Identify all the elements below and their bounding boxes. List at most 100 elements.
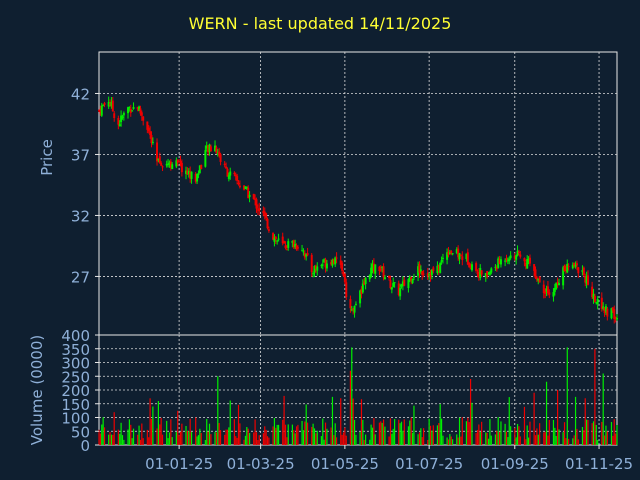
price-candles: [98, 96, 618, 324]
candle-body: [544, 290, 547, 294]
candle-body: [127, 107, 130, 114]
volume-bars: [98, 347, 618, 445]
candle-body: [98, 110, 100, 112]
candle-body: [320, 265, 323, 267]
candle-body: [441, 257, 444, 259]
candle-body: [109, 103, 112, 105]
candle-body: [417, 266, 420, 276]
candle-body: [100, 105, 103, 116]
candle-body: [102, 105, 105, 107]
candle-body: [567, 266, 570, 268]
candle-body: [179, 160, 182, 165]
candle-body: [233, 172, 236, 175]
candle-body: [283, 240, 286, 244]
candle-body: [334, 257, 337, 265]
volume-tick-label: 0: [80, 437, 90, 455]
candle-body: [401, 281, 404, 287]
candle-body: [390, 287, 393, 290]
candle-body: [185, 170, 188, 174]
candle-body: [383, 277, 386, 280]
candle-body: [592, 293, 595, 299]
candle-body: [400, 284, 403, 287]
candle-body: [273, 237, 276, 242]
candle-body: [446, 252, 449, 260]
price-tick-label: 32: [71, 207, 90, 225]
candle-body: [422, 273, 425, 275]
candle-body: [436, 265, 439, 273]
volume-tick-label: 150: [61, 396, 90, 414]
candle-body: [216, 153, 219, 155]
candle-body: [345, 282, 348, 298]
candle-body: [537, 278, 540, 281]
candle-body: [432, 267, 435, 271]
candle-body: [447, 251, 450, 256]
candle-body: [175, 160, 178, 167]
candle-body: [575, 263, 578, 266]
candle-body: [516, 250, 519, 256]
candle-body: [139, 108, 142, 114]
candle-body: [343, 273, 346, 283]
candle-body: [341, 262, 344, 271]
candle-body: [209, 146, 212, 152]
candle-body: [418, 263, 421, 273]
volume-tick-label: 250: [61, 368, 90, 386]
candle-body: [330, 262, 333, 265]
volume-tick-label: 200: [61, 382, 90, 400]
candle-body: [428, 273, 431, 276]
candle-body: [600, 297, 603, 309]
candle-body: [509, 255, 512, 259]
candle-body: [533, 264, 536, 271]
candle-body: [451, 253, 454, 255]
candle-body: [156, 142, 159, 162]
candle-body: [151, 141, 154, 143]
candle-body: [448, 253, 451, 255]
candle-body: [287, 241, 290, 248]
candle-body: [419, 269, 422, 272]
candle-body: [310, 254, 313, 273]
candle-body: [603, 307, 606, 314]
candle-body: [393, 282, 396, 284]
candle-body: [429, 274, 432, 277]
candle-body: [360, 288, 363, 294]
candle-body: [196, 173, 199, 182]
candle-body: [237, 182, 240, 185]
candle-body: [566, 263, 569, 273]
candle-body: [581, 270, 584, 273]
grid-lines: [99, 52, 617, 445]
candle-body: [523, 258, 526, 262]
candle-body: [616, 317, 618, 320]
candle-body: [411, 279, 414, 284]
candle-body: [305, 253, 308, 257]
candle-body: [208, 144, 211, 152]
candle-body: [198, 165, 201, 174]
candle-body: [412, 276, 415, 278]
candle-body: [207, 145, 210, 153]
candle-body: [476, 273, 479, 275]
candle-body: [563, 265, 566, 271]
candle-body: [363, 281, 366, 285]
candle-body: [247, 187, 250, 199]
candle-body: [397, 283, 400, 296]
candle-body: [165, 163, 168, 166]
candle-body: [238, 185, 241, 188]
candle-body: [381, 266, 384, 269]
candle-body: [167, 163, 170, 165]
candle-body: [111, 100, 114, 112]
candle-body: [149, 131, 152, 136]
candle-body: [349, 299, 352, 309]
candle-body: [545, 288, 548, 292]
candle-body: [324, 259, 327, 268]
candle-body: [499, 259, 502, 265]
price-tick-label: 27: [71, 268, 90, 286]
candle-body: [219, 154, 222, 162]
candle-body: [606, 308, 609, 317]
candle-body: [534, 269, 537, 279]
candle-body: [117, 118, 120, 125]
candle-body: [437, 264, 440, 271]
candle-body: [426, 273, 429, 277]
candle-body: [110, 101, 113, 107]
candle-body: [611, 307, 614, 311]
candle-body: [313, 266, 316, 273]
candle-body: [168, 162, 171, 166]
candle-body: [178, 161, 181, 163]
